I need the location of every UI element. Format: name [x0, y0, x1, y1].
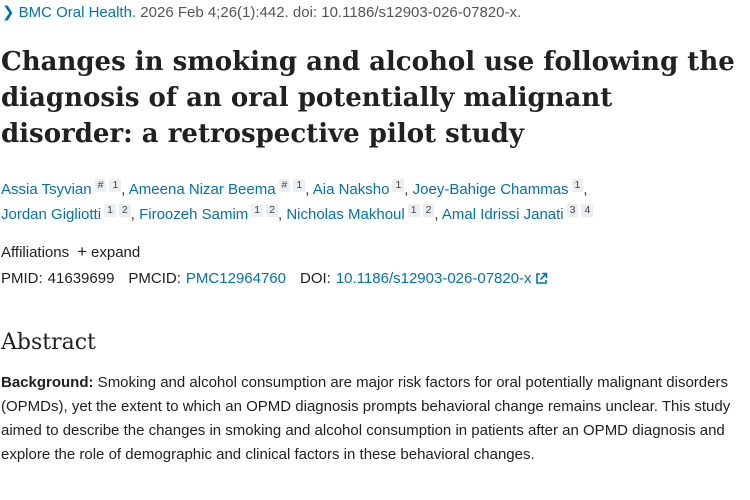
author-item: Amal Idrissi Janati 3 4 — [441, 204, 594, 223]
expand-affiliations-button[interactable]: + expand — [77, 242, 141, 261]
author-link[interactable]: Assia Tsyvian — [1, 181, 92, 198]
author-link[interactable]: Amal Idrissi Janati — [441, 206, 564, 223]
journal-link[interactable]: BMC Oral Health. — [18, 4, 137, 21]
background-text: Smoking and alcohol consumption are majo… — [1, 374, 731, 463]
plus-icon: + — [77, 242, 88, 261]
author-link[interactable]: Nicholas Makhoul — [286, 206, 405, 223]
doi-label: DOI: — [300, 270, 331, 287]
external-link-icon[interactable] — [535, 272, 548, 289]
author-sup[interactable]: # — [278, 179, 291, 192]
author-link[interactable]: Ameena Nizar Beema — [128, 181, 276, 198]
affiliation-sup[interactable]: 3 — [566, 204, 579, 217]
author-link[interactable]: Joey-Bahige Chammas — [412, 181, 569, 198]
author-item: Assia Tsyvian #1, — [1, 179, 129, 198]
author-link[interactable]: Firoozeh Samim — [139, 206, 249, 223]
affiliation-sup[interactable]: 1 — [251, 204, 264, 217]
expand-label: expand — [91, 244, 141, 261]
affiliation-sup[interactable]: 1 — [104, 204, 116, 217]
affiliation-sup[interactable]: 1 — [571, 179, 584, 192]
abstract-background: Background: Smoking and alcohol consumpt… — [1, 371, 746, 467]
background-label: Background: — [1, 374, 94, 391]
affiliations-label: Affiliations — [1, 244, 70, 261]
abstract-heading: Abstract — [1, 330, 96, 355]
chevron-right-icon[interactable]: ❯ — [2, 4, 15, 21]
pmid-label: PMID: — [1, 270, 43, 287]
affiliation-sup[interactable]: 4 — [581, 204, 594, 217]
author-link[interactable]: Aia Naksho — [312, 181, 390, 198]
author-item: Ameena Nizar Beema #1, — [128, 179, 313, 198]
affiliations-row: Affiliations + expand — [1, 242, 140, 262]
author-item: Aia Naksho 1, — [312, 179, 413, 198]
identifiers-row: PMID: 41639699 PMCID: PMC12964760 DOI: 10.118… — [1, 270, 548, 289]
affiliation-sup[interactable]: 2 — [118, 204, 131, 217]
affiliation-sup[interactable]: 1 — [109, 179, 122, 192]
pmid-value: 41639699 — [47, 270, 115, 287]
citation-line: ❯ BMC Oral Health. 2026 Feb 4;26(1):442. … — [0, 3, 521, 21]
author-item: Joey-Bahige Chammas 1, — [412, 179, 588, 198]
author-sup[interactable]: # — [94, 179, 107, 192]
doi-link[interactable]: 10.1186/s12903-026-07820-x — [335, 270, 532, 287]
citation-details: 2026 Feb 4;26(1):442. doi: 10.1186/s1290… — [136, 4, 522, 21]
author-item: Jordan Gigliotti 1 2, — [1, 204, 140, 223]
author-item: Firoozeh Samim 1 2, — [139, 204, 287, 223]
affiliation-sup[interactable]: 1 — [293, 179, 306, 192]
author-list: Assia Tsyvian #1, Ameena Nizar Beema #1, A… — [1, 177, 749, 227]
affiliation-sup[interactable]: 2 — [266, 204, 278, 217]
pmcid-label: PMCID: — [128, 270, 181, 287]
affiliation-sup[interactable]: 2 — [422, 204, 435, 217]
author-link[interactable]: Jordan Gigliotti — [1, 206, 102, 223]
affiliation-sup[interactable]: 1 — [407, 204, 420, 217]
affiliation-sup[interactable]: 1 — [392, 179, 405, 192]
article-title: Changes in smoking and alcohol use follo… — [1, 47, 735, 149]
pmcid-link[interactable]: PMC12964760 — [185, 270, 286, 287]
author-item: Nicholas Makhoul 1 2, — [286, 204, 442, 223]
